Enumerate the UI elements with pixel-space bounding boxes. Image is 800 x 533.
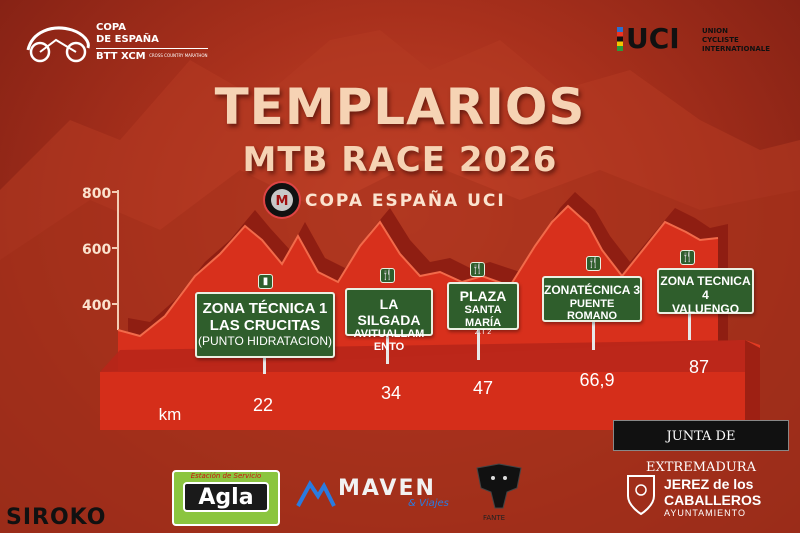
y-axis (112, 190, 119, 330)
cutlery-icon: 🍴 (586, 256, 601, 271)
station-1-line3: (PUNTO HIDRATACION) (198, 333, 332, 348)
station-2-line2: AVITUALLAM ENTO (353, 328, 425, 353)
y-tick-800: 800 (82, 186, 112, 202)
station-4-line1: ZONATÉCNICA 3 (544, 283, 640, 297)
title-race: MTB RACE 2026 (242, 140, 558, 180)
maven-mountain-icon (296, 480, 336, 507)
station-1-pole (263, 356, 266, 374)
uci-line1: UNION (702, 27, 728, 35)
jerez-line3: AYUNTAMIENTO (664, 508, 747, 518)
uci-stripes-icon (617, 27, 623, 51)
station-3-line2: SANTA MARÍA (464, 304, 502, 329)
copa-espana-logo: COPA DE ESPAÑA BTT XCM CROSS COUNTRY MAR… (96, 22, 208, 63)
cutlery-icon: 🍴 (380, 268, 395, 283)
station-4-pole (592, 322, 595, 350)
station-2-sign: LA SILGADA AVITUALLAM ENTO (345, 288, 433, 353)
bottle-icon: ▮ (258, 274, 273, 289)
uci-logo: UCI (626, 22, 680, 55)
uci-line2: CYCLISTE (702, 36, 739, 44)
km-unit-label: km (158, 405, 182, 424)
km-mark-34: 34 (380, 383, 402, 403)
jerez-coat-of-arms-icon (627, 475, 655, 516)
km-mark-87: 87 (688, 357, 710, 377)
maven-sub: & Viajes (408, 498, 449, 509)
km-mark-22: 22 (252, 395, 274, 415)
station-2-line1: LA SILGADA (357, 296, 421, 329)
station-4-sign: ZONATÉCNICA 3 PUENTE ROMANO (542, 276, 642, 322)
station-5-line1: ZONA TECNICA 4 (660, 274, 751, 302)
station-1-sign: ZONA TÉCNICA 1 LAS CRUCITAS (PUNTO HIDRA… (195, 292, 335, 358)
fante-logo: FANTE (483, 514, 506, 522)
uci-text: UNION CYCLISTE INTERNATIONALE (702, 27, 770, 54)
templarios-emblem-icon: M (263, 181, 301, 219)
copa-line1: COPA (96, 22, 126, 33)
y-tick-600: 600 (82, 242, 112, 258)
agla-logo: Estación de Servicio Agla (172, 470, 280, 526)
jerez-line1: JEREZ de los (664, 476, 754, 492)
station-1-line2: LAS CRUCITAS (209, 317, 321, 335)
station-1-line1: ZONA TÉCNICA 1 (202, 300, 328, 317)
station-3-line3: Z.T 2 (474, 329, 492, 337)
y-tick-400: 400 (82, 298, 112, 314)
siroko-logo: SIROKO (6, 505, 107, 530)
km-mark-47: 47 (472, 378, 494, 398)
cutlery-icon: 🍴 (470, 262, 485, 277)
km-mark-66-9: 66,9 (579, 370, 615, 390)
copa-line2: DE ESPAÑA (96, 34, 159, 45)
station-4-line2: PUENTE ROMANO (566, 297, 618, 323)
junta-extremadura-logo: JUNTA DE EXTREMADURA (613, 420, 789, 475)
station-5-pole (688, 312, 691, 340)
agla-name: Agla (183, 482, 269, 512)
maven-logo: MAVEN (338, 476, 436, 501)
station-5-line2: VALUENGO (671, 301, 740, 316)
station-3-line1: PLAZA (459, 288, 507, 304)
subtitle: COPA ESPAÑA UCI (305, 191, 506, 211)
title-main: TEMPLARIOS (214, 78, 586, 136)
station-3-pole (477, 330, 480, 360)
station-3-sign: PLAZA SANTA MARÍA Z.T 2 (447, 282, 519, 336)
station-2-pole (386, 336, 389, 364)
uci-line3: INTERNATIONALE (702, 45, 770, 53)
jerez-logo: JEREZ de los CABALLEROS AYUNTAMIENTO (664, 476, 761, 518)
jerez-line2: CABALLEROS (664, 492, 762, 508)
fante-elephant-icon (476, 463, 522, 509)
copa-small: CROSS COUNTRY MARATHON (149, 53, 208, 58)
station-5-sign: ZONA TECNICA 4 VALUENGO (657, 268, 754, 316)
copa-espana-bike-icon (26, 26, 90, 63)
copa-line3: BTT XCM (96, 51, 146, 62)
svg-text:M: M (276, 194, 289, 209)
agla-top: Estación de Servicio (190, 472, 262, 480)
cutlery-icon: 🍴 (680, 250, 695, 265)
